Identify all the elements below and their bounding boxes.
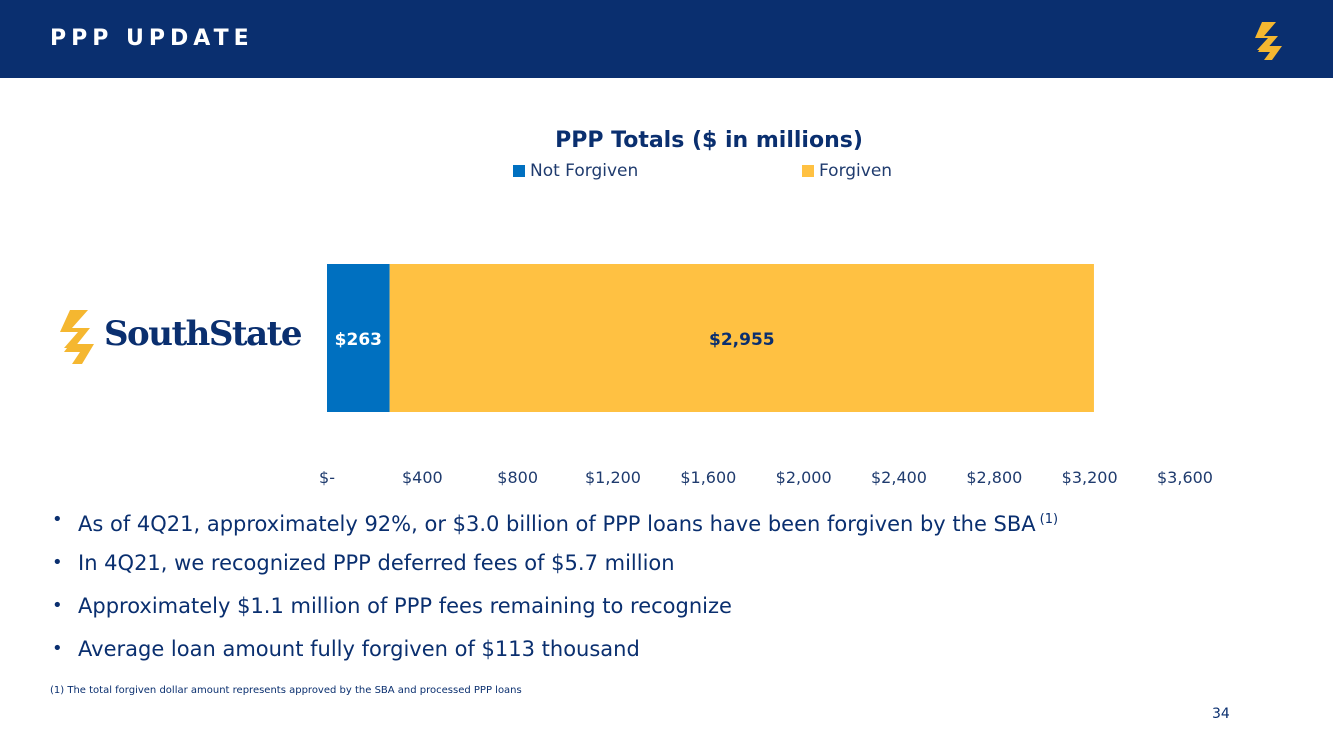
x-tick-label: $1,200 (585, 468, 641, 487)
legend-item-forgiven: Forgiven (802, 161, 892, 181)
x-tick-label: $2,400 (871, 468, 927, 487)
x-tick-label: $400 (402, 468, 443, 487)
legend-swatch-forgiven (802, 165, 814, 177)
bullet-item: As of 4Q21, approximately 92%, or $3.0 b… (52, 502, 1058, 545)
x-tick-label: $- (319, 468, 335, 487)
southstate-s-icon (60, 310, 94, 364)
bullet-item: In 4Q21, we recognized PPP deferred fees… (52, 545, 1058, 588)
x-tick-label: $3,200 (1062, 468, 1118, 487)
footnote-marker: (1) (1039, 512, 1059, 527)
x-tick-label: $2,000 (776, 468, 832, 487)
bullet-item: Approximately $1.1 million of PPP fees r… (52, 588, 1058, 631)
header-bar: PPP UPDATE (0, 0, 1333, 78)
legend-item-not-forgiven: Not Forgiven (513, 161, 638, 181)
southstate-s-icon (1255, 22, 1282, 60)
chart-title: PPP Totals ($ in millions) (555, 128, 863, 153)
legend-label-forgiven: Forgiven (819, 161, 893, 181)
bar-forgiven (389, 264, 1094, 412)
legend-label-not-forgiven: Not Forgiven (530, 161, 639, 181)
southstate-logo: SouthState (58, 308, 308, 368)
page-number: 34 (1212, 706, 1230, 722)
bar-not-forgiven (327, 264, 390, 412)
data-label-forgiven: $2,955 (709, 330, 775, 350)
footnote: (1) The total forgiven dollar amount rep… (50, 685, 522, 696)
data-label-not-forgiven: $263 (335, 330, 382, 350)
bullet-item: Average loan amount fully forgiven of $1… (52, 631, 1058, 674)
page-title: PPP UPDATE (50, 26, 254, 51)
x-tick-label: $1,600 (680, 468, 736, 487)
x-tick-label: $2,800 (966, 468, 1022, 487)
legend-swatch-not-forgiven (513, 165, 525, 177)
ppp-totals-chart: $263 $2,955 $- $400 $800 $1,200 $1,600 $2,000 $2… (319, 264, 1213, 487)
x-tick-label: $3,600 (1157, 468, 1213, 487)
bullet-list: As of 4Q21, approximately 92%, or $3.0 b… (52, 502, 1058, 674)
x-tick-label: $800 (497, 468, 538, 487)
logo-wordmark: SouthState (104, 314, 303, 354)
